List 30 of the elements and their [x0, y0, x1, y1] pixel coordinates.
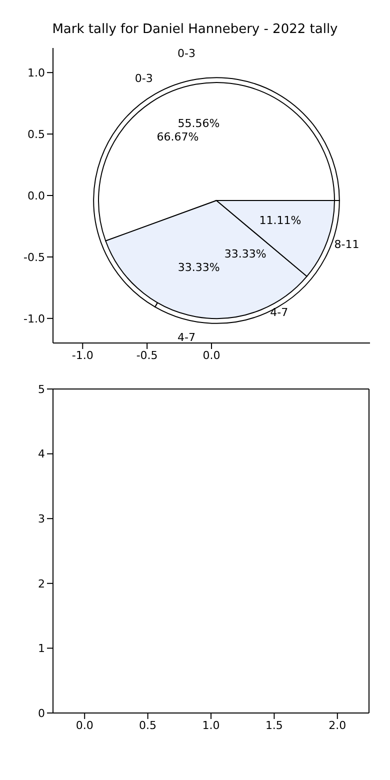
data-label: 66.67%	[156, 130, 199, 144]
slice-label: 4-7	[178, 330, 196, 344]
x-tick-label: -0.5	[136, 348, 158, 362]
y-tick-label: 3	[38, 512, 45, 526]
slice-label: 0-3	[177, 47, 196, 60]
y-tick-label: 4	[38, 448, 45, 461]
slice-label: 0-3	[134, 72, 153, 85]
y-tick-label: 1.0	[28, 66, 45, 80]
chart-title: Mark tally for Daniel Hannebery - 2022 tally	[51, 22, 339, 37]
y-tick-label: 5	[38, 382, 45, 396]
x-tick-label: -1.0	[72, 348, 94, 362]
slice-label: 4-7	[270, 306, 288, 320]
y-tick-label: 2	[38, 577, 45, 590]
y-tick-label: 1	[38, 642, 45, 656]
x-tick-label: 2.0	[328, 718, 346, 732]
x-tick-label: 1.0	[202, 718, 220, 732]
data-label: 33.33%	[178, 261, 220, 274]
y-tick-label: 0.0	[28, 189, 45, 202]
x-tick-label: 0.5	[139, 718, 157, 732]
data-label: 55.56%	[178, 116, 220, 130]
slice-label: 8-11	[334, 238, 360, 252]
x-tick-label: 0.0	[76, 718, 94, 732]
y-tick-label: -0.5	[24, 250, 45, 264]
data-label: 11.11%	[259, 214, 302, 228]
x-tick-label: 0.0	[202, 348, 220, 362]
data-label: 33.33%	[224, 248, 266, 261]
x-tick-label: 1.5	[265, 718, 283, 732]
y-tick-label: 0.5	[28, 128, 45, 141]
y-tick-label: 0	[38, 706, 45, 720]
y-tick-label: -1.0	[24, 312, 45, 326]
